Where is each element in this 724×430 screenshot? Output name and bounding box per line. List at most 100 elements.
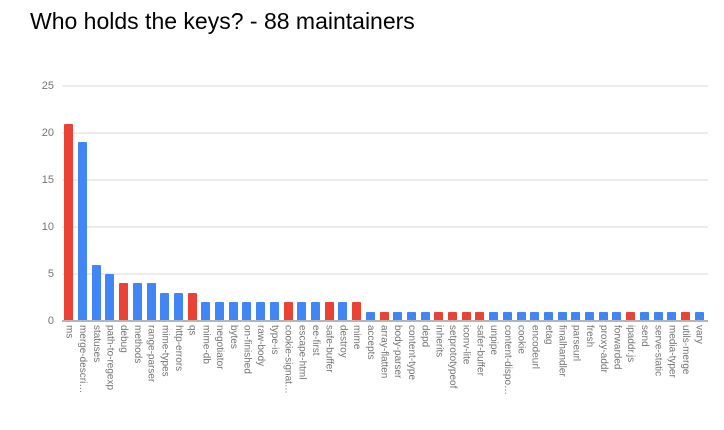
bar-vary[interactable] bbox=[694, 311, 704, 321]
bar-mime-db[interactable] bbox=[201, 302, 211, 321]
x-tick-label: qs bbox=[186, 325, 198, 336]
y-tick-label: 0 bbox=[47, 315, 54, 327]
x-tick-slot: inherits bbox=[432, 325, 446, 430]
x-tick-label: media-typer bbox=[666, 325, 678, 378]
gridline bbox=[62, 132, 708, 134]
gridline bbox=[62, 179, 708, 181]
bar-destroy[interactable] bbox=[338, 302, 348, 321]
bar-qs[interactable] bbox=[187, 292, 197, 321]
bar-slot bbox=[432, 86, 446, 321]
x-tick-label: encodeurl bbox=[529, 325, 541, 369]
x-axis-labels: ms merge-descri… statuses path-to-regexp deb… bbox=[62, 325, 706, 430]
x-tick-label: array-flatten bbox=[378, 325, 390, 379]
x-tick-label: etag bbox=[542, 325, 554, 345]
bar-slot bbox=[624, 86, 638, 321]
bars-container bbox=[62, 86, 706, 321]
bar-methods[interactable] bbox=[132, 283, 142, 321]
x-tick-slot: send bbox=[638, 325, 652, 430]
bar-negotiator[interactable] bbox=[215, 302, 225, 321]
bar-etag[interactable] bbox=[543, 311, 553, 321]
bar-parseurl[interactable] bbox=[571, 311, 581, 321]
bar-safer-buffer[interactable] bbox=[475, 311, 485, 321]
bar-forwarded[interactable] bbox=[612, 311, 622, 321]
bar-merge-descri…[interactable] bbox=[78, 142, 88, 321]
bar-utils-merge[interactable] bbox=[680, 311, 690, 321]
bar-ipaddr.js[interactable] bbox=[626, 311, 636, 321]
x-tick-slot: body-parser bbox=[391, 325, 405, 430]
bar-http-errors[interactable] bbox=[173, 292, 183, 321]
bar-raw-body[interactable] bbox=[256, 302, 266, 321]
bar-range-parser[interactable] bbox=[146, 283, 156, 321]
bar-content-type[interactable] bbox=[406, 311, 416, 321]
x-tick-label: http-errors bbox=[172, 325, 184, 372]
x-tick-slot: mime bbox=[350, 325, 364, 430]
x-tick-slot: parseurl bbox=[569, 325, 583, 430]
x-tick-slot: array-flatten bbox=[377, 325, 391, 430]
x-tick-slot: etag bbox=[542, 325, 556, 430]
x-tick-slot: cookie bbox=[514, 325, 528, 430]
bar-slot bbox=[240, 86, 254, 321]
bar-finalhandler[interactable] bbox=[557, 311, 567, 321]
x-tick-slot: fresh bbox=[583, 325, 597, 430]
bar-slot bbox=[226, 86, 240, 321]
x-tick-label: negotiator bbox=[214, 325, 226, 370]
bar-send[interactable] bbox=[639, 311, 649, 321]
x-tick-slot: statuses bbox=[89, 325, 103, 430]
bar-slot bbox=[501, 86, 515, 321]
y-tick-label: 5 bbox=[47, 268, 54, 280]
bar-ms[interactable] bbox=[64, 123, 74, 321]
bar-slot bbox=[569, 86, 583, 321]
bar-slot bbox=[542, 86, 556, 321]
bar-safe-buffer[interactable] bbox=[324, 302, 334, 321]
bar-encodeurl[interactable] bbox=[530, 311, 540, 321]
x-tick-slot: utils-merge bbox=[679, 325, 693, 430]
x-tick-slot: raw-body bbox=[254, 325, 268, 430]
bar-escape-html[interactable] bbox=[297, 302, 307, 321]
bar-mime[interactable] bbox=[352, 302, 362, 321]
x-tick-label: content-dispo… bbox=[501, 325, 513, 396]
bar-slot bbox=[144, 86, 158, 321]
bar-statuses[interactable] bbox=[91, 264, 101, 321]
x-tick-slot: mime-types bbox=[158, 325, 172, 430]
bar-debug[interactable] bbox=[119, 283, 129, 321]
bar-unpipe[interactable] bbox=[489, 311, 499, 321]
bar-slot bbox=[679, 86, 693, 321]
x-tick-label: send bbox=[638, 325, 650, 347]
bar-body-parser[interactable] bbox=[393, 311, 403, 321]
bar-bytes[interactable] bbox=[228, 302, 238, 321]
x-tick-slot: forwarded bbox=[610, 325, 624, 430]
bar-media-typer[interactable] bbox=[667, 311, 677, 321]
bar-on-finished[interactable] bbox=[242, 302, 252, 321]
bar-proxy-addr[interactable] bbox=[598, 311, 608, 321]
bar-type-is[interactable] bbox=[269, 302, 279, 321]
bar-path-to-regexp[interactable] bbox=[105, 274, 115, 321]
bar-slot bbox=[473, 86, 487, 321]
bar-ee-first[interactable] bbox=[311, 302, 320, 321]
x-tick-label: vary bbox=[693, 325, 705, 344]
bar-setprototypeof[interactable] bbox=[448, 311, 458, 321]
x-tick-slot: methods bbox=[131, 325, 145, 430]
bar-cookie-signat…[interactable] bbox=[283, 302, 293, 321]
bar-slot bbox=[555, 86, 569, 321]
x-tick-label: body-parser bbox=[392, 325, 404, 379]
bar-accepts[interactable] bbox=[365, 311, 375, 321]
bar-inherits[interactable] bbox=[434, 311, 444, 321]
x-tick-slot: range-parser bbox=[144, 325, 158, 430]
bar-depd[interactable] bbox=[420, 311, 430, 321]
bar-array-flatten[interactable] bbox=[379, 311, 389, 321]
bar-slot bbox=[528, 86, 542, 321]
bar-iconv-lite[interactable] bbox=[461, 311, 471, 321]
x-tick-label: parseurl bbox=[570, 325, 582, 362]
x-tick-slot: on-finished bbox=[240, 325, 254, 430]
bar-serve-static[interactable] bbox=[653, 311, 663, 321]
x-tick-label: content-type bbox=[405, 325, 417, 381]
x-tick-slot: iconv-lite bbox=[459, 325, 473, 430]
bar-cookie[interactable] bbox=[516, 311, 526, 321]
bar-mime-types[interactable] bbox=[160, 292, 170, 321]
bar-content-dispo…[interactable] bbox=[502, 311, 512, 321]
bar-slot bbox=[459, 86, 473, 321]
x-tick-slot: finalhandler bbox=[555, 325, 569, 430]
x-tick-label: statuses bbox=[90, 325, 102, 363]
bar-fresh[interactable] bbox=[585, 311, 595, 321]
